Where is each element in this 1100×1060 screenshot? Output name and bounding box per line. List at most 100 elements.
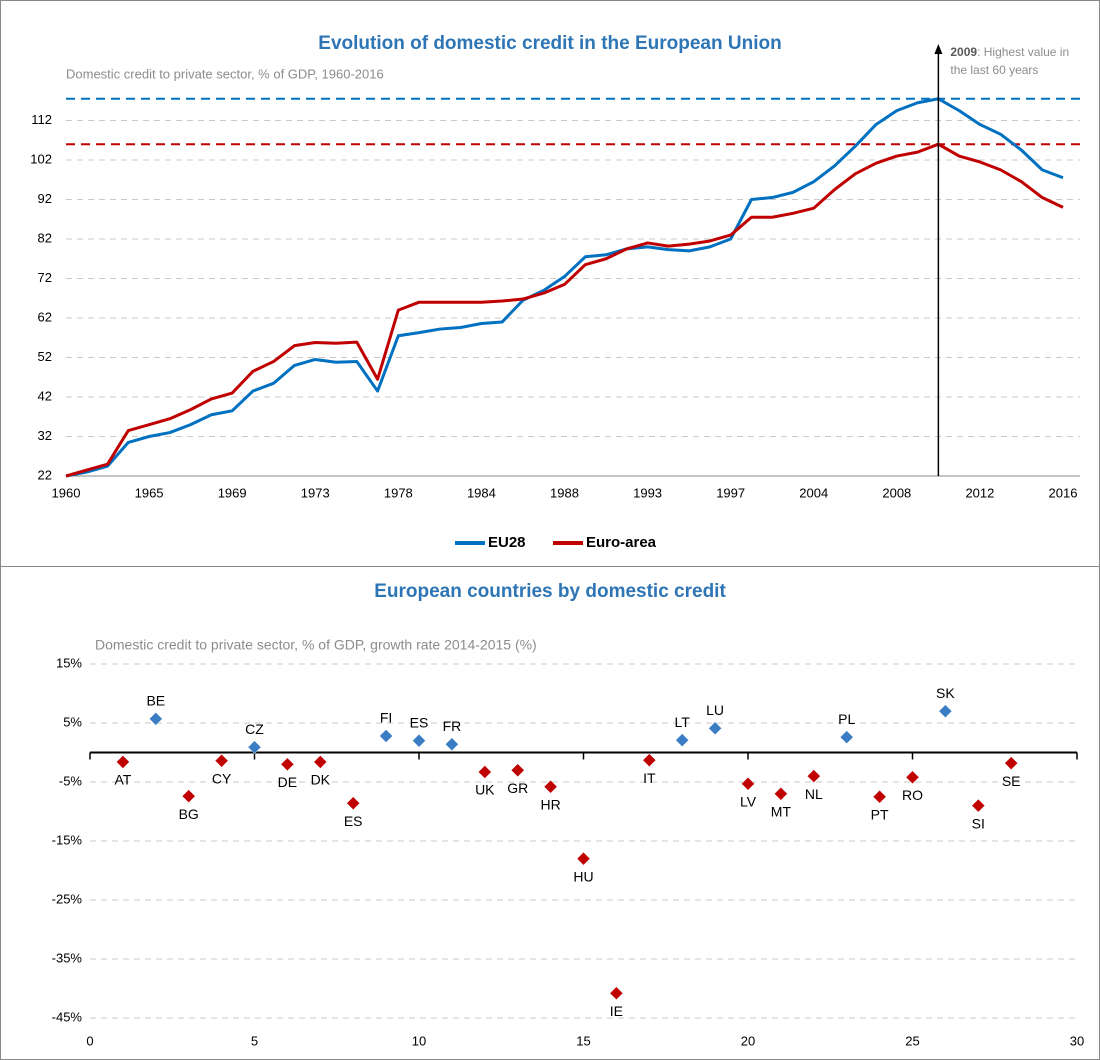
chart-subtitle: Domestic credit to private sector, % of … — [66, 66, 384, 81]
data-point — [774, 786, 788, 801]
data-point — [708, 721, 722, 736]
y-tick-label: 102 — [30, 151, 52, 166]
data-point — [938, 704, 953, 719]
data-line — [65, 97, 1064, 478]
data-point — [675, 733, 690, 747]
y-tick-label: 92 — [38, 191, 52, 206]
x-tick-label: 1969 — [218, 485, 247, 500]
y-tick-label: -35% — [52, 950, 83, 965]
x-tick-label: 2004 — [799, 485, 828, 500]
point-label: SE — [1002, 773, 1021, 789]
data-point — [543, 779, 558, 794]
y-tick-label: -15% — [52, 832, 83, 847]
chart-title: European countries by domestic credit — [374, 581, 726, 602]
data-point — [839, 730, 854, 745]
point-label: IE — [610, 1003, 623, 1019]
data-point — [741, 776, 755, 791]
point-label: RO — [902, 787, 923, 803]
x-tick-label: 20 — [741, 1033, 755, 1048]
data-line — [65, 142, 1064, 478]
point-label: LT — [675, 714, 691, 730]
chart-subtitle: Domestic credit to private sector, % of … — [95, 637, 537, 653]
data-point — [905, 770, 920, 785]
data-point — [412, 733, 426, 748]
point-label: CZ — [245, 721, 264, 737]
chart-title: Evolution of domestic credit in the Euro… — [318, 33, 781, 54]
y-tick-label: 62 — [38, 309, 52, 324]
annotation-year: 2009 — [950, 45, 977, 59]
x-tick-label: 1993 — [633, 485, 662, 500]
arrow-head — [934, 44, 943, 54]
data-point — [280, 757, 295, 772]
x-tick-label: 1965 — [135, 485, 164, 500]
x-tick-label: 10 — [412, 1033, 426, 1048]
data-point — [510, 763, 525, 778]
data-point — [609, 986, 624, 1001]
y-tick-label: 82 — [38, 230, 52, 245]
x-tick-label: 1960 — [52, 485, 81, 500]
x-tick-label: 2012 — [965, 485, 994, 500]
data-point — [181, 789, 196, 804]
point-label: HU — [573, 868, 593, 884]
point-label: FR — [443, 718, 462, 734]
x-tick-label: 2016 — [1049, 485, 1078, 500]
x-tick-label: 15 — [576, 1033, 590, 1048]
point-label: AT — [114, 772, 131, 788]
data-point — [214, 753, 229, 768]
y-tick-label: -5% — [59, 773, 83, 788]
annotation: 2009: Highest value in — [950, 45, 1069, 59]
annotation-text: : Highest value in — [977, 45, 1069, 59]
x-tick-label: 25 — [905, 1033, 919, 1048]
point-label: ES — [410, 714, 429, 730]
y-tick-label: -25% — [52, 891, 83, 906]
legend-label: Euro-area — [586, 534, 657, 551]
data-point — [379, 729, 393, 743]
y-tick-label: 72 — [38, 270, 52, 285]
point-label: SK — [936, 685, 955, 701]
panel-border — [0, 0, 1100, 567]
point-label: PL — [838, 711, 855, 727]
point-label: HR — [540, 796, 560, 812]
x-tick-label: 0 — [86, 1033, 93, 1048]
data-point — [872, 789, 887, 804]
point-label: MT — [771, 804, 792, 820]
data-point — [806, 769, 821, 783]
x-tick-label: 30 — [1070, 1033, 1084, 1048]
point-label: UK — [475, 782, 495, 798]
y-tick-label: 32 — [38, 428, 52, 443]
x-tick-label: 1978 — [384, 485, 413, 500]
data-point — [971, 798, 986, 813]
y-tick-label: 22 — [38, 467, 52, 482]
x-tick-label: 1988 — [550, 485, 579, 500]
x-tick-label: 2008 — [882, 485, 911, 500]
point-label: DK — [311, 772, 331, 788]
data-point — [445, 737, 459, 752]
data-point — [313, 755, 328, 769]
data-point — [642, 753, 657, 768]
y-tick-label: -45% — [52, 1009, 83, 1024]
point-label: IT — [643, 770, 656, 786]
y-tick-label: 5% — [63, 714, 82, 729]
data-point — [576, 851, 591, 866]
annotation-text: the last 60 years — [950, 63, 1038, 77]
data-point — [116, 755, 130, 769]
point-label: NL — [805, 786, 823, 802]
point-label: GR — [507, 780, 528, 796]
y-tick-label: 42 — [38, 388, 52, 403]
point-label: LU — [706, 702, 724, 718]
data-point — [477, 765, 492, 779]
data-point — [346, 796, 361, 811]
y-tick-label: 15% — [56, 655, 82, 670]
x-tick-label: 1997 — [716, 485, 745, 500]
point-label: DE — [278, 774, 297, 790]
point-label: BG — [179, 806, 199, 822]
y-tick-label: 52 — [38, 349, 52, 364]
y-tick-label: 112 — [31, 112, 52, 127]
x-tick-label: 1973 — [301, 485, 330, 500]
data-point — [1004, 756, 1019, 770]
point-label: BE — [146, 693, 165, 709]
data-point — [148, 712, 163, 726]
point-label: CY — [212, 770, 232, 786]
legend-label: EU28 — [488, 534, 526, 551]
